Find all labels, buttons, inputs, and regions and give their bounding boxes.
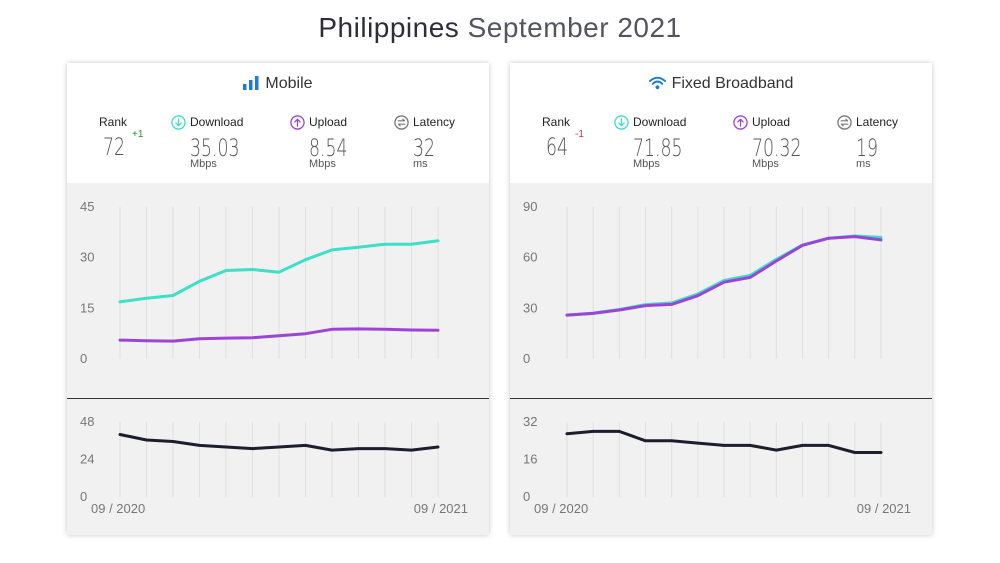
latency-latency-line	[565, 429, 883, 454]
fixed-broadband-chart: 0 30 60 90 0 16 32 09 / 2020 09 / 2021	[523, 199, 911, 516]
speed-y-tick-label: 45	[80, 199, 94, 214]
latency-y-tick-label: 24	[80, 452, 94, 467]
rank-change: -1	[575, 129, 584, 140]
latency-arrows-icon	[394, 115, 409, 130]
latency-unit: ms	[856, 158, 871, 170]
latency-y-tick-label: 0	[523, 489, 530, 504]
download-unit: Mbps	[633, 158, 660, 170]
fixed-card-title: Fixed Broadband	[510, 75, 932, 93]
page-title: Philippines September 2021	[0, 12, 1000, 44]
latency-arrows-icon	[837, 115, 852, 130]
latency-y-tick-label: 16	[523, 452, 537, 467]
upload-unit: Mbps	[752, 158, 779, 170]
fixed-rank: Rank 64 -1	[542, 115, 642, 161]
fixed-card-header: Fixed Broadband Rank 64 -1 Download 71.8…	[510, 63, 932, 183]
latency-label: Latency	[837, 115, 937, 130]
mobile-card: Mobile Rank 72 +1 Download 35.03 Mbps	[67, 63, 489, 535]
download-arrow-icon	[614, 115, 629, 130]
signal-bars-icon	[243, 76, 259, 90]
latency-unit: ms	[413, 158, 428, 170]
rank-value: 72	[103, 133, 125, 161]
upload-value: 70.32	[752, 134, 802, 162]
latency-y-tick-label: 0	[80, 489, 87, 504]
fixed-title-text: Fixed Broadband	[671, 75, 794, 92]
download-value: 35.03	[190, 134, 240, 162]
upload-label: Upload	[733, 115, 833, 130]
speed-y-tick-label: 30	[523, 300, 537, 315]
x-axis-label-end: 09 / 2021	[857, 501, 911, 516]
wifi-icon	[648, 76, 666, 90]
latency-y-tick-label: 48	[80, 414, 94, 429]
latency-y-tick-label: 32	[523, 414, 537, 429]
latency-value: 32	[413, 134, 435, 162]
period-label: September 2021	[467, 12, 682, 43]
speed-upload-line	[118, 327, 440, 343]
speed-y-tick-label: 30	[80, 250, 94, 265]
x-axis-label-end: 09 / 2021	[414, 501, 468, 516]
upload-label: Upload	[290, 115, 390, 130]
download-arrow-icon	[171, 115, 186, 130]
mobile-latency: Latency 32 ms	[394, 115, 494, 170]
x-axis-label-start: 09 / 2020	[534, 501, 588, 516]
mobile-chart: 0 15 30 45 0 24 48 09 / 2020 09 / 2021	[80, 199, 468, 516]
speed-y-tick-label: 60	[523, 250, 537, 265]
upload-arrow-icon	[290, 115, 305, 130]
mobile-download: Download 35.03 Mbps	[171, 115, 271, 170]
speed-y-tick-label: 0	[80, 351, 87, 366]
download-label: Download	[171, 115, 271, 130]
upload-unit: Mbps	[309, 158, 336, 170]
latency-latency-line	[118, 433, 440, 452]
speed-y-tick-label: 0	[523, 351, 530, 366]
country-name: Philippines	[318, 12, 460, 43]
upload-value: 8.54	[309, 134, 348, 162]
latency-label: Latency	[394, 115, 494, 130]
mobile-card-title: Mobile	[67, 75, 489, 93]
mobile-upload: Upload 8.54 Mbps	[290, 115, 390, 170]
upload-arrow-icon	[733, 115, 748, 130]
download-unit: Mbps	[190, 158, 217, 170]
latency-value: 19	[856, 134, 878, 162]
x-axis-label-start: 09 / 2020	[91, 501, 145, 516]
mobile-card-header: Mobile Rank 72 +1 Download 35.03 Mbps	[67, 63, 489, 183]
speed-y-tick-label: 15	[80, 300, 94, 315]
speed-y-tick-label: 90	[523, 199, 537, 214]
rank-label: Rank	[99, 115, 128, 129]
speed-upload-line	[565, 235, 883, 317]
fixed-broadband-card: Fixed Broadband Rank 64 -1 Download 71.8…	[510, 63, 932, 535]
rank-change: +1	[132, 129, 144, 140]
rank-label: Rank	[542, 115, 571, 129]
chart-divider	[510, 398, 932, 399]
speed-download-line	[118, 239, 440, 304]
rank-value: 64	[546, 133, 568, 161]
download-value: 71.85	[633, 134, 683, 162]
fixed-download: Download 71.85 Mbps	[614, 115, 714, 170]
fixed-latency: Latency 19 ms	[837, 115, 937, 170]
download-label: Download	[614, 115, 714, 130]
mobile-title-text: Mobile	[265, 75, 313, 92]
fixed-upload: Upload 70.32 Mbps	[733, 115, 833, 170]
mobile-rank: Rank 72 +1	[99, 115, 199, 161]
chart-divider	[67, 398, 489, 399]
